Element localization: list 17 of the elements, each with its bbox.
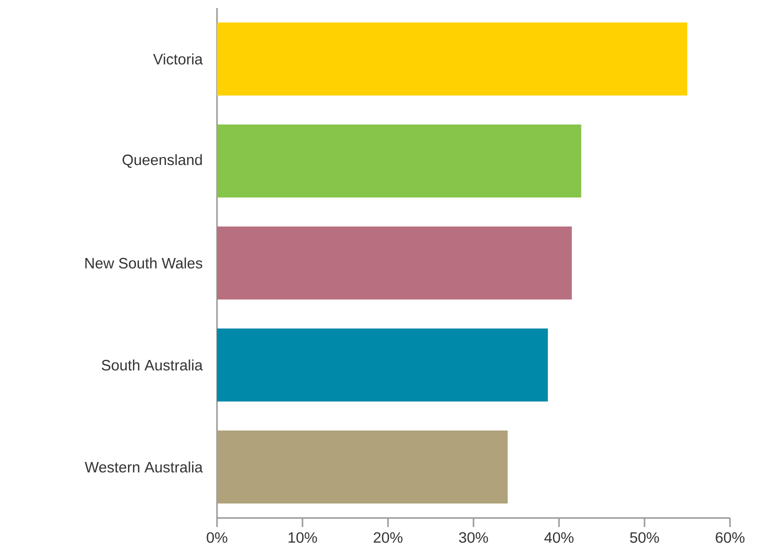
y-tick-label: New South Wales [85,257,202,269]
y-tick-label: South Australia [102,359,203,371]
x-tick-label: 60% [716,532,744,543]
y-tick-label: Victoria [153,53,203,65]
x-tick-label: 50% [630,532,659,543]
y-tick-label: Western Australia [84,461,203,473]
bar [217,226,572,300]
bar [217,430,508,504]
y-tick-label: Queensland [122,154,202,168]
bar [217,328,548,402]
x-tick-label: 40% [544,532,574,543]
x-tick-label: 20% [374,532,402,543]
bar [217,22,688,96]
x-tick-label: 0% [206,532,228,543]
bar [217,124,582,198]
x-tick-label: 10% [288,532,317,543]
x-tick-label: 30% [459,532,488,543]
